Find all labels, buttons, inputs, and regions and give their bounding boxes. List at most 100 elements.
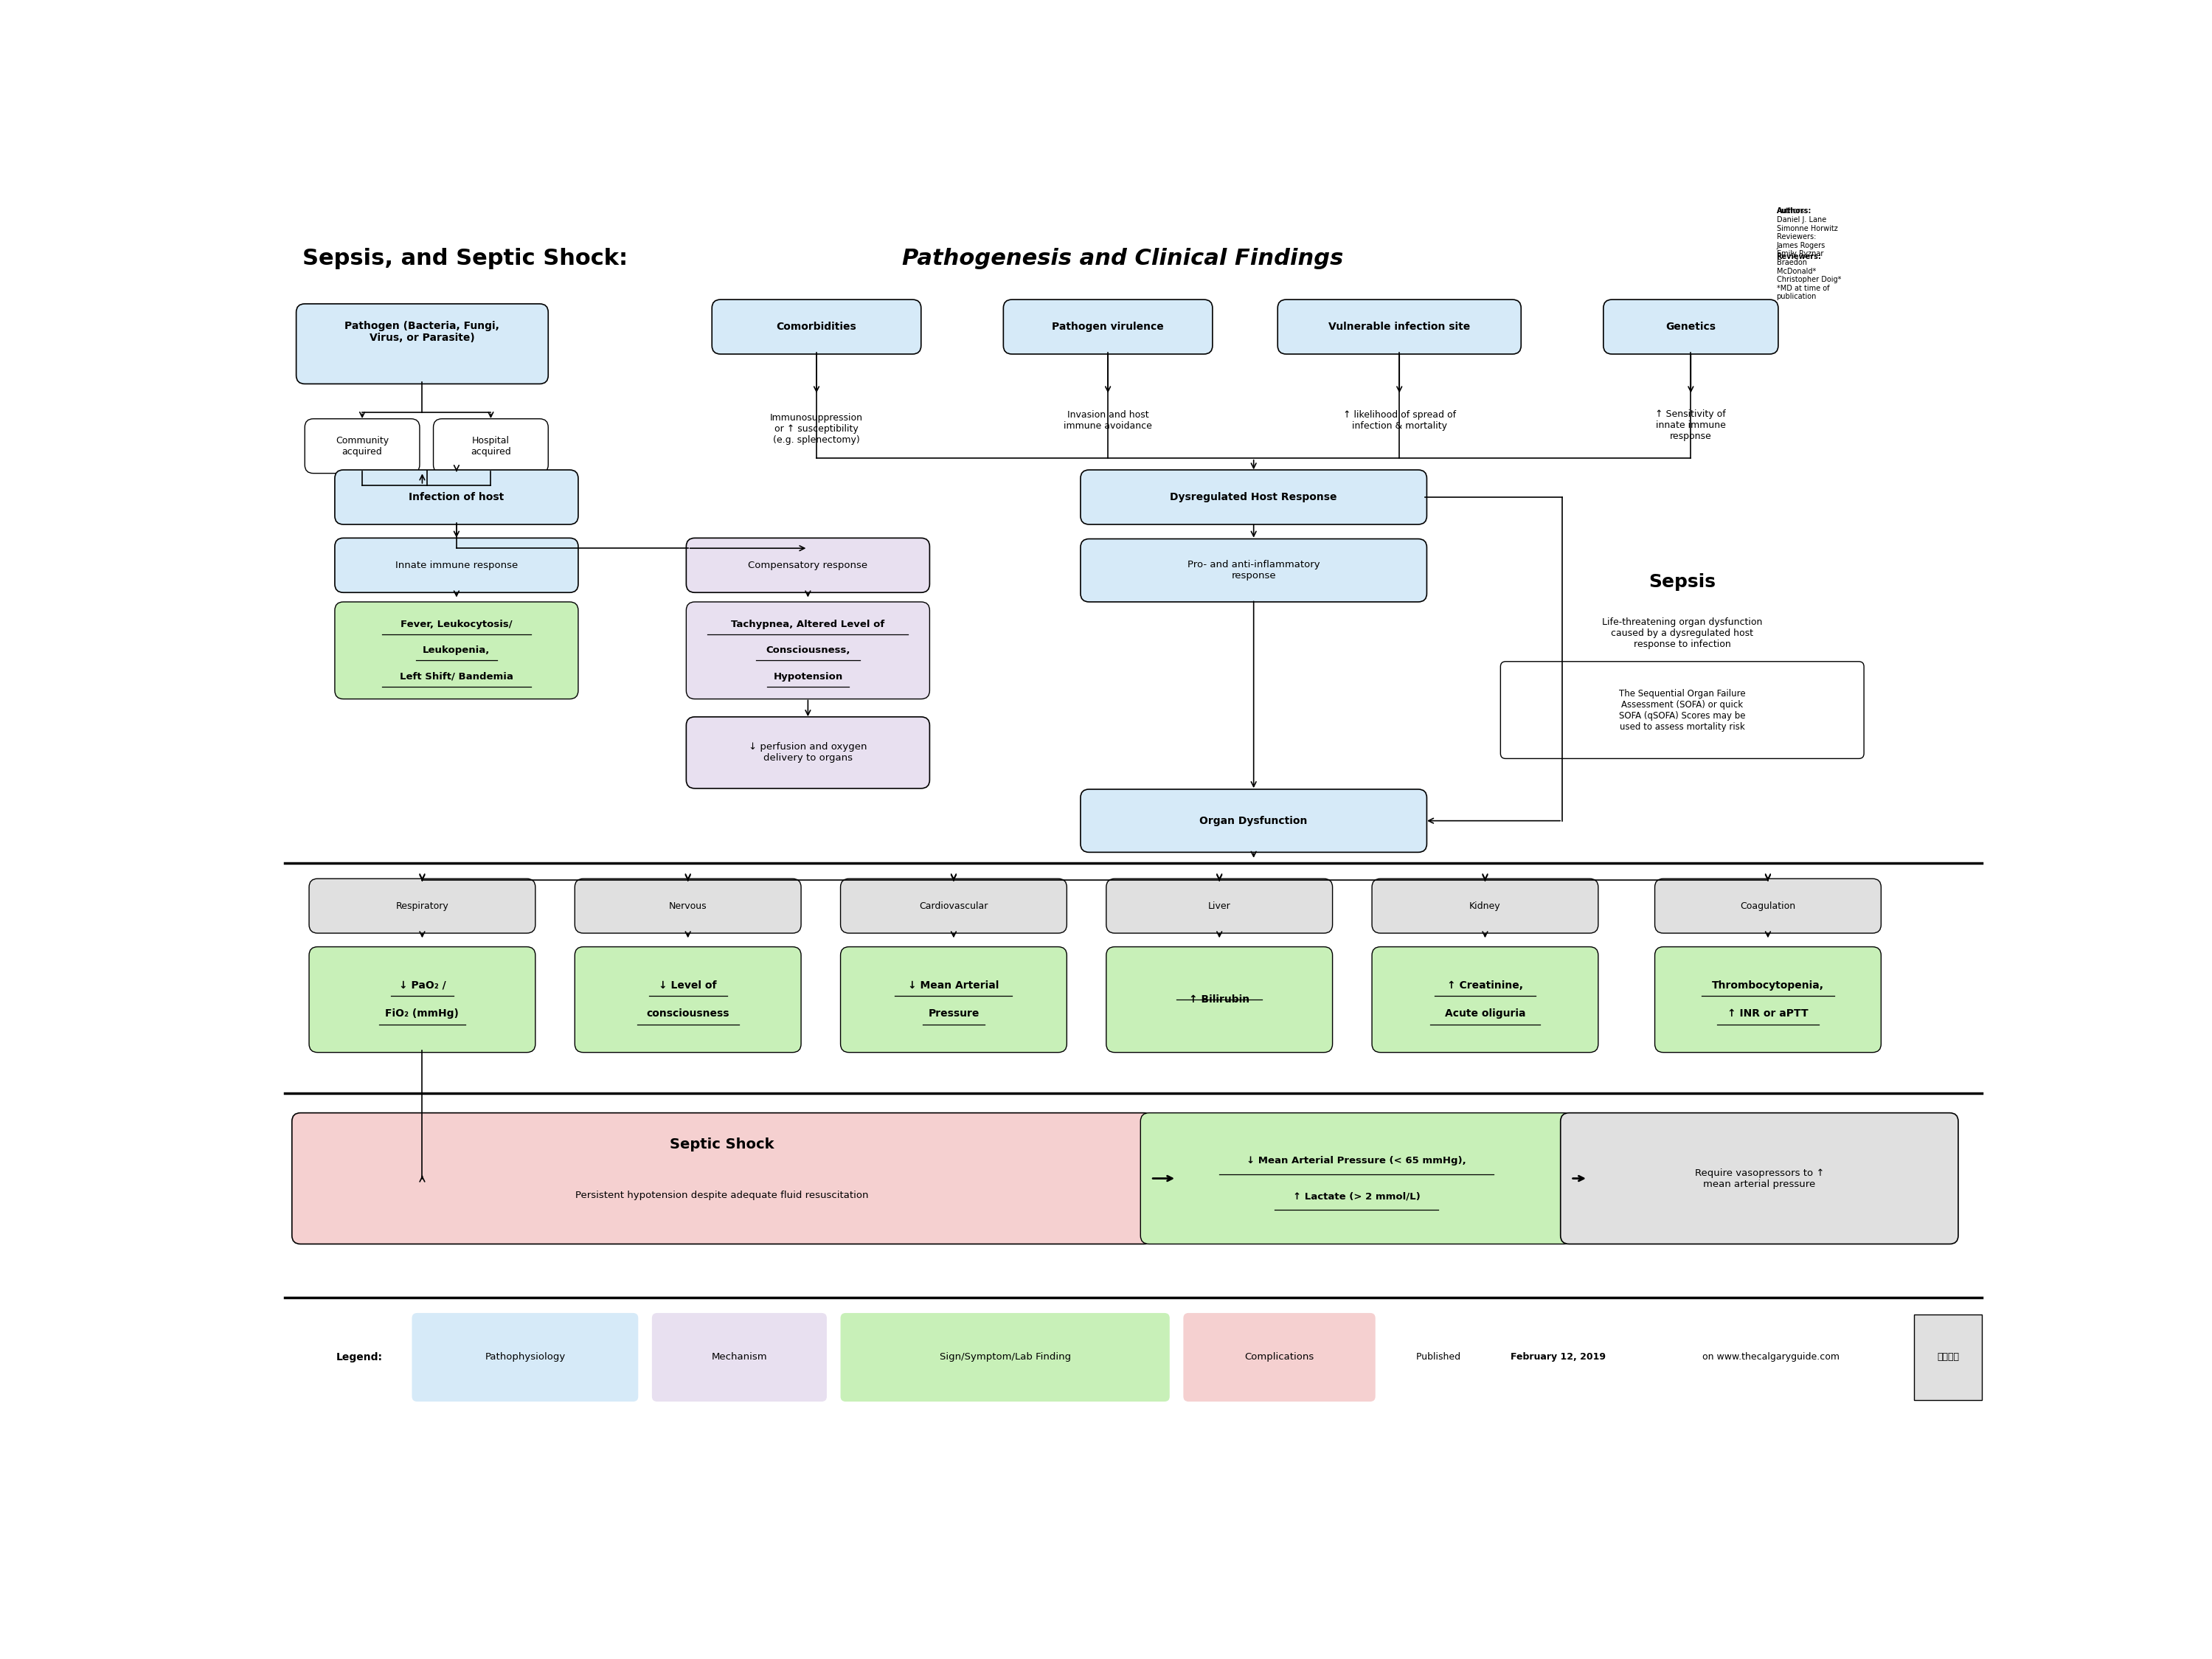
Text: Sepsis, and Septic Shock:: Sepsis, and Septic Shock: [303,247,635,269]
FancyBboxPatch shape [334,469,577,524]
FancyBboxPatch shape [1604,300,1778,353]
FancyBboxPatch shape [1371,947,1599,1052]
FancyBboxPatch shape [1500,662,1865,758]
Text: ↓ perfusion and oxygen
delivery to organs: ↓ perfusion and oxygen delivery to organ… [748,742,867,763]
Text: Liver: Liver [1208,901,1230,911]
FancyBboxPatch shape [1079,790,1427,853]
Text: Sign/Symptom/Lab Finding: Sign/Symptom/Lab Finding [940,1352,1071,1362]
Text: Left Shift/ Bandemia: Left Shift/ Bandemia [400,672,513,682]
FancyBboxPatch shape [1371,879,1599,932]
Text: Require vasopressors to ↑
mean arterial pressure: Require vasopressors to ↑ mean arterial … [1694,1168,1825,1190]
Text: Life-threatening organ dysfunction
caused by a dysregulated host
response to inf: Life-threatening organ dysfunction cause… [1601,617,1763,649]
Text: Infection of host: Infection of host [409,493,504,503]
Text: Reviewers:: Reviewers: [1776,252,1820,260]
FancyBboxPatch shape [1279,300,1522,353]
Text: Hypotension: Hypotension [774,672,843,682]
Text: Authors:: Authors: [1776,207,1812,216]
Text: ↑ Lactate (> 2 mmol/L): ↑ Lactate (> 2 mmol/L) [1292,1191,1420,1201]
Text: Mechanism: Mechanism [712,1352,768,1362]
Text: Pressure: Pressure [929,1009,980,1019]
FancyBboxPatch shape [1079,469,1427,524]
Text: Pro- and anti-inflammatory
response: Pro- and anti-inflammatory response [1188,561,1321,581]
FancyBboxPatch shape [686,602,929,698]
Text: ↑ Creatinine,: ↑ Creatinine, [1447,980,1524,990]
FancyBboxPatch shape [1655,879,1880,932]
Text: Consciousness,: Consciousness, [765,645,849,655]
Text: ↑ INR or aPTT: ↑ INR or aPTT [1728,1009,1809,1019]
Text: Leukopenia,: Leukopenia, [422,645,491,655]
FancyBboxPatch shape [686,538,929,592]
Text: Fever, Leukocytosis/: Fever, Leukocytosis/ [400,619,513,629]
FancyBboxPatch shape [310,947,535,1052]
Text: Nervous: Nervous [668,901,708,911]
Text: Pathophysiology: Pathophysiology [484,1352,566,1362]
FancyBboxPatch shape [1004,300,1212,353]
Text: February 12, 2019: February 12, 2019 [1511,1352,1606,1362]
Text: FiO₂ (mmHg): FiO₂ (mmHg) [385,1009,460,1019]
FancyBboxPatch shape [305,418,420,473]
FancyBboxPatch shape [841,1312,1170,1402]
FancyBboxPatch shape [334,602,577,698]
FancyBboxPatch shape [686,717,929,788]
FancyBboxPatch shape [1913,1314,1982,1400]
Text: ↓ Mean Arterial Pressure (< 65 mmHg),: ↓ Mean Arterial Pressure (< 65 mmHg), [1248,1156,1467,1165]
Text: ↓ PaO₂ /: ↓ PaO₂ / [398,980,447,990]
FancyBboxPatch shape [653,1312,827,1402]
FancyBboxPatch shape [1183,1312,1376,1402]
FancyBboxPatch shape [1141,1113,1573,1244]
Text: Thrombocytopenia,: Thrombocytopenia, [1712,980,1825,990]
FancyBboxPatch shape [1655,947,1880,1052]
Text: Cardiovascular: Cardiovascular [920,901,989,911]
Text: The Sequential Organ Failure
Assessment (SOFA) or quick
SOFA (qSOFA) Scores may : The Sequential Organ Failure Assessment … [1619,688,1745,732]
Text: Tachypnea, Altered Level of: Tachypnea, Altered Level of [732,619,885,629]
Text: ↑ Sensitivity of
innate immune
response: ↑ Sensitivity of innate immune response [1655,410,1725,441]
Text: Comorbidities: Comorbidities [776,322,856,332]
Text: Published: Published [1416,1352,1464,1362]
Text: ↑ likelihood of spread of
infection & mortality: ↑ likelihood of spread of infection & mo… [1343,410,1455,431]
Text: Hospital
acquired: Hospital acquired [471,436,511,456]
Text: Genetics: Genetics [1666,322,1717,332]
FancyBboxPatch shape [296,304,549,383]
Text: Acute oliguria: Acute oliguria [1444,1009,1526,1019]
FancyBboxPatch shape [434,418,549,473]
Text: Immunosuppression
or ↑ susceptibility
(e.g. splenectomy): Immunosuppression or ↑ susceptibility (e… [770,413,863,445]
FancyBboxPatch shape [1106,879,1332,932]
Text: Complications: Complications [1245,1352,1314,1362]
Text: Respiratory: Respiratory [396,901,449,911]
Text: Sepsis: Sepsis [1648,574,1717,591]
Text: Pathogenesis and Clinical Findings: Pathogenesis and Clinical Findings [902,247,1343,269]
Text: Septic Shock: Septic Shock [670,1138,774,1151]
FancyBboxPatch shape [575,947,801,1052]
FancyBboxPatch shape [292,1113,1152,1244]
FancyBboxPatch shape [1106,947,1332,1052]
Text: Innate immune response: Innate immune response [396,561,518,571]
Text: ↓ Mean Arterial: ↓ Mean Arterial [909,980,1000,990]
Text: Pathogen virulence: Pathogen virulence [1053,322,1164,332]
Text: Coagulation: Coagulation [1741,901,1796,911]
FancyBboxPatch shape [411,1312,639,1402]
Text: Vulnerable infection site: Vulnerable infection site [1329,322,1471,332]
Text: on www.thecalgaryguide.com: on www.thecalgaryguide.com [1699,1352,1840,1362]
Text: ↓ Level of: ↓ Level of [659,980,717,990]
Text: ⓒⓄⓈⒶ: ⓒⓄⓈⒶ [1938,1352,1960,1362]
FancyBboxPatch shape [712,300,920,353]
Text: Organ Dysfunction: Organ Dysfunction [1199,816,1307,826]
FancyBboxPatch shape [1079,539,1427,602]
Text: consciousness: consciousness [646,1009,730,1019]
Text: Legend:: Legend: [336,1352,383,1362]
FancyBboxPatch shape [841,879,1066,932]
Text: Community
acquired: Community acquired [336,436,389,456]
FancyBboxPatch shape [575,879,801,932]
FancyBboxPatch shape [841,947,1066,1052]
Text: Compensatory response: Compensatory response [748,561,867,571]
FancyBboxPatch shape [310,879,535,932]
FancyBboxPatch shape [1559,1113,1958,1244]
Text: Authors:
Daniel J. Lane
Simonne Horwitz
Reviewers:
James Rogers
Emily Ryznar
Bra: Authors: Daniel J. Lane Simonne Horwitz … [1776,207,1840,300]
Text: Kidney: Kidney [1469,901,1500,911]
Text: Persistent hypotension despite adequate fluid resuscitation: Persistent hypotension despite adequate … [575,1191,869,1199]
Text: ↑ Bilirubin: ↑ Bilirubin [1190,994,1250,1005]
Text: Pathogen (Bacteria, Fungi,
Virus, or Parasite): Pathogen (Bacteria, Fungi, Virus, or Par… [345,320,500,343]
Text: Invasion and host
immune avoidance: Invasion and host immune avoidance [1064,410,1152,431]
Text: Dysregulated Host Response: Dysregulated Host Response [1170,493,1338,503]
FancyBboxPatch shape [334,538,577,592]
